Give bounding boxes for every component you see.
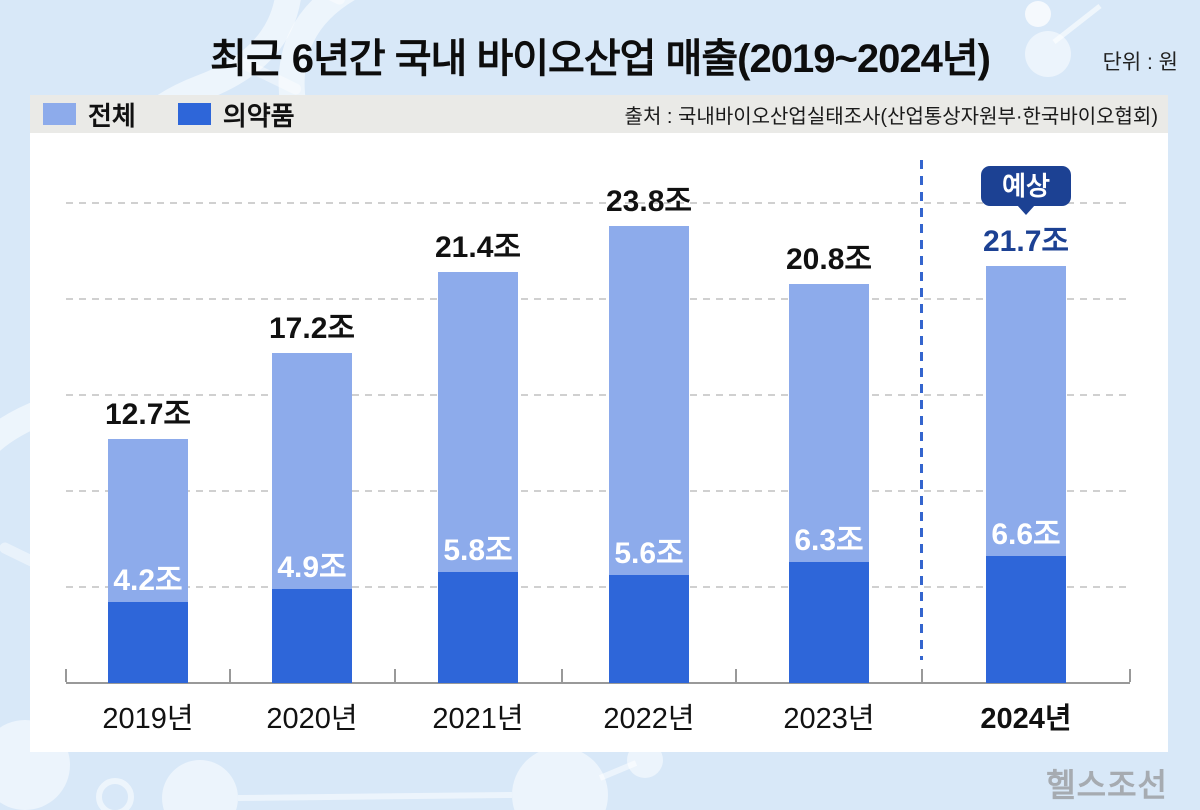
pharma-value-label-2021년: 5.8조 (443, 534, 513, 567)
total-value-label-2021년: 21.4조 (435, 231, 521, 264)
total-value-label-2022년: 23.8조 (606, 185, 692, 218)
bar-pharma-2024년 (986, 556, 1066, 683)
category-label-2024년: 2024년 (980, 703, 1072, 735)
bar-pharma-2022년 (609, 575, 689, 683)
chart-card: 전체 의약품 출처 : 국내바이오산업실태조사(산업통상자원부·한국바이오협회)… (30, 95, 1168, 752)
pharma-value-label-2020년: 4.9조 (277, 551, 347, 584)
gridline-5 (66, 586, 1130, 588)
legend-swatch-pharma (177, 103, 211, 125)
x-axis-tick (921, 669, 923, 682)
gridline-10 (66, 490, 1130, 492)
page-title: 최근 6년간 국내 바이오산업 매출(2019~2024년) (210, 37, 991, 81)
chart-plot: 12.7조 4.2조 2019년 17.2조 4.9조 2020년 21.4조 5.8조 202… (30, 133, 1168, 752)
total-value-label-2024년: 21.7조 (983, 225, 1069, 258)
x-axis-tick (735, 669, 737, 682)
pharma-value-label-2019년: 4.2조 (113, 564, 183, 597)
category-label-2021년: 2021년 (432, 703, 524, 735)
gridline-15 (66, 394, 1130, 396)
total-value-label-2020년: 17.2조 (269, 312, 355, 345)
x-axis-tick (65, 669, 67, 682)
legend-band: 전체 의약품 출처 : 국내바이오산업실태조사(산업통상자원부·한국바이오협회) (30, 95, 1168, 133)
legend-swatch-total (43, 103, 76, 125)
legend-label-total: 전체 (88, 100, 136, 131)
pharma-value-label-2023년: 6.3조 (794, 524, 864, 557)
total-value-label-2023년: 20.8조 (786, 243, 872, 276)
x-axis-tick (561, 669, 563, 682)
legend-item-pharma: 의약품 (177, 96, 295, 133)
x-axis-line (66, 682, 1130, 684)
publisher-logo: 헬스조선 (1046, 767, 1168, 803)
x-axis-tick (394, 669, 396, 682)
x-axis-tick (1129, 669, 1131, 682)
bar-pharma-2021년 (438, 572, 518, 683)
bar-pharma-2020년 (272, 589, 352, 683)
forecast-divider (920, 160, 923, 660)
legend-item-total: 전체 (43, 96, 136, 133)
pharma-value-label-2024년: 6.6조 (991, 518, 1061, 551)
legend-label-pharma: 의약품 (222, 100, 295, 131)
molecule-decoration-top-right (1025, 1, 1102, 77)
total-value-label-2019년: 12.7조 (105, 398, 191, 431)
category-label-2019년: 2019년 (102, 703, 194, 735)
source-text: 출처 : 국내바이오산업실태조사(산업통상자원부·한국바이오협회) (624, 105, 1158, 128)
gridline-25 (66, 202, 1130, 204)
forecast-badge-pointer (1017, 205, 1035, 215)
pharma-value-label-2022년: 5.6조 (614, 537, 684, 570)
bar-pharma-2019년 (108, 602, 188, 683)
category-label-2020년: 2020년 (266, 703, 358, 735)
bar-pharma-2023년 (789, 562, 869, 683)
gridline-20 (66, 298, 1130, 300)
unit-label: 단위 : 원 (1102, 51, 1178, 74)
x-axis-tick (229, 669, 231, 682)
forecast-badge: 예상 (981, 166, 1071, 206)
category-label-2022년: 2022년 (603, 703, 695, 735)
category-label-2023년: 2023년 (783, 703, 875, 735)
